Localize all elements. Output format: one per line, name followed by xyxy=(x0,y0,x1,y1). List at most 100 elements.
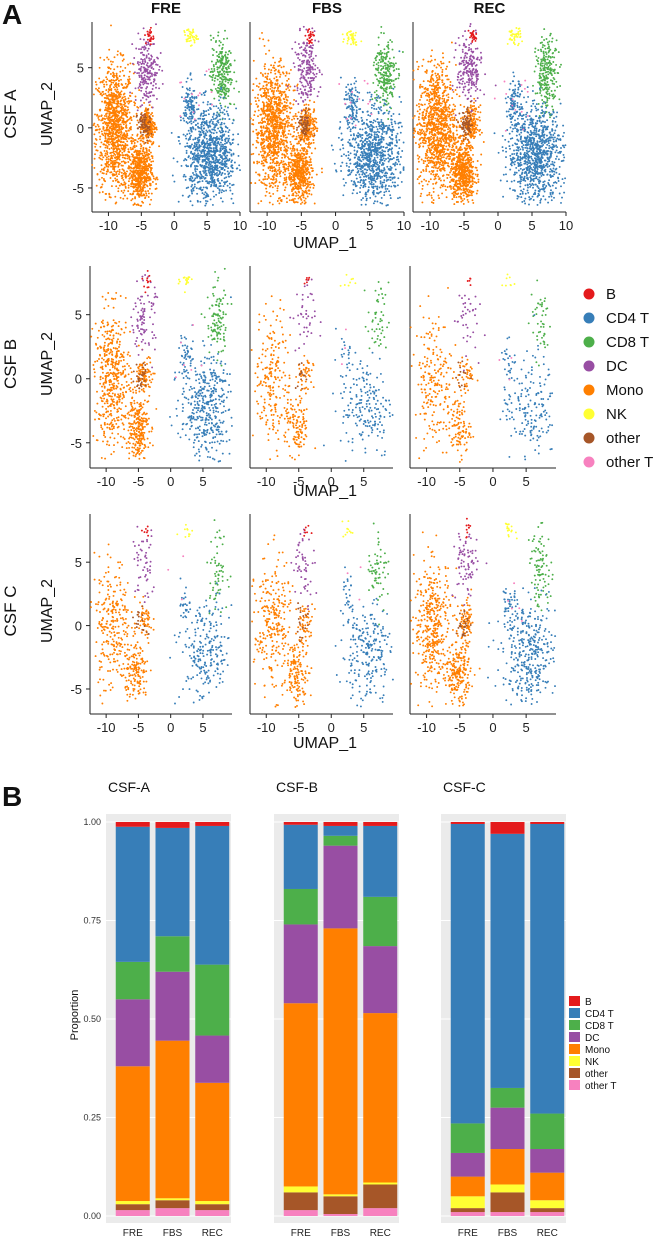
point-mono xyxy=(136,193,139,196)
point-mono xyxy=(268,49,271,52)
point-mono xyxy=(127,137,130,140)
point-cd4-t xyxy=(188,115,191,118)
x-tick-label: -5 xyxy=(296,218,308,233)
point-mono xyxy=(305,156,308,159)
point-cd4-t xyxy=(236,167,239,170)
point-mono xyxy=(294,191,297,194)
point-mono xyxy=(280,124,283,127)
point-mono xyxy=(271,186,274,189)
point-cd4-t xyxy=(206,155,209,158)
point-dc xyxy=(158,68,161,71)
point-mono xyxy=(112,81,115,84)
point-cd8-t xyxy=(229,78,232,80)
point-mono xyxy=(100,119,103,122)
point-mono xyxy=(282,65,285,68)
point-mono xyxy=(312,169,314,172)
point-mono xyxy=(123,156,126,159)
point-nk xyxy=(195,35,198,38)
point-mono xyxy=(137,159,140,162)
point-mono xyxy=(295,115,298,118)
point-cd4-t xyxy=(187,138,190,141)
point-mono xyxy=(120,171,123,174)
point-mono xyxy=(256,137,259,140)
point-mono xyxy=(111,135,114,138)
point-cd4-t xyxy=(223,133,226,136)
point-cd4-t xyxy=(219,118,222,121)
point-mono xyxy=(94,113,96,116)
point-cd4-t xyxy=(184,178,187,181)
point-mono xyxy=(106,165,108,168)
point-mono xyxy=(117,187,120,190)
point-dc xyxy=(145,92,148,95)
point-cd8-t xyxy=(211,70,214,73)
point-mono xyxy=(96,113,99,116)
point-mono xyxy=(296,157,299,160)
point-b xyxy=(148,39,151,42)
point-mono xyxy=(292,182,295,185)
point-mono xyxy=(274,115,277,118)
point-mono xyxy=(98,66,101,69)
point-mono xyxy=(281,106,284,109)
point-dc xyxy=(138,76,141,78)
point-mono xyxy=(144,164,147,167)
point-mono xyxy=(129,100,131,103)
point-cd4-t xyxy=(208,129,211,132)
point-mono xyxy=(306,180,309,183)
point-mono xyxy=(124,86,127,89)
point-cd4-t xyxy=(230,149,233,152)
point-mono xyxy=(103,166,106,169)
point-mono xyxy=(147,172,150,175)
point-cd4-t xyxy=(200,151,203,154)
point-mono xyxy=(123,74,126,77)
point-mono xyxy=(132,145,135,148)
point-cd4-t xyxy=(237,143,240,146)
point-b xyxy=(144,42,147,45)
point-mono xyxy=(276,141,279,144)
point-mono xyxy=(118,173,120,176)
point-mono xyxy=(95,184,98,187)
point-mono xyxy=(258,37,261,40)
point-mono xyxy=(298,170,301,173)
point-cd4-t xyxy=(200,93,203,96)
point-cd4-t xyxy=(202,92,205,94)
point-mono xyxy=(131,171,134,174)
point-mono xyxy=(133,202,136,205)
point-mono xyxy=(122,107,125,110)
point-mono xyxy=(140,144,143,147)
point-mono xyxy=(117,129,120,132)
point-mono xyxy=(100,164,103,167)
point-mono xyxy=(110,81,113,84)
point-mono xyxy=(127,97,130,100)
point-mono xyxy=(120,126,123,129)
point-mono xyxy=(275,174,278,177)
point-mono xyxy=(262,154,265,157)
point-cd8-t xyxy=(218,95,220,98)
point-mono xyxy=(91,163,94,166)
point-mono xyxy=(104,122,107,125)
y-tick-label: 0 xyxy=(77,121,84,136)
point-mono xyxy=(260,181,263,184)
point-mono xyxy=(265,190,268,193)
point-mono xyxy=(287,78,290,80)
point-cd4-t xyxy=(220,156,223,159)
point-mono xyxy=(139,163,142,166)
point-cd4-t xyxy=(217,140,220,143)
point-mono xyxy=(122,123,125,126)
point-mono xyxy=(321,171,323,174)
point-cd8-t xyxy=(223,63,226,66)
point-mono xyxy=(134,102,137,105)
point-mono xyxy=(258,153,260,156)
point-cd4-t xyxy=(199,172,202,175)
point-mono xyxy=(306,195,309,198)
point-cd4-t xyxy=(223,96,225,99)
point-mono xyxy=(150,135,153,138)
point-mono xyxy=(257,85,260,88)
point-other xyxy=(140,113,143,116)
point-cd4-t xyxy=(192,179,195,182)
point-mono xyxy=(105,112,108,115)
point-mono xyxy=(101,172,104,175)
point-cd4-t xyxy=(220,126,223,129)
point-mono xyxy=(282,182,285,185)
point-mono xyxy=(124,82,127,85)
point-mono xyxy=(96,172,99,175)
